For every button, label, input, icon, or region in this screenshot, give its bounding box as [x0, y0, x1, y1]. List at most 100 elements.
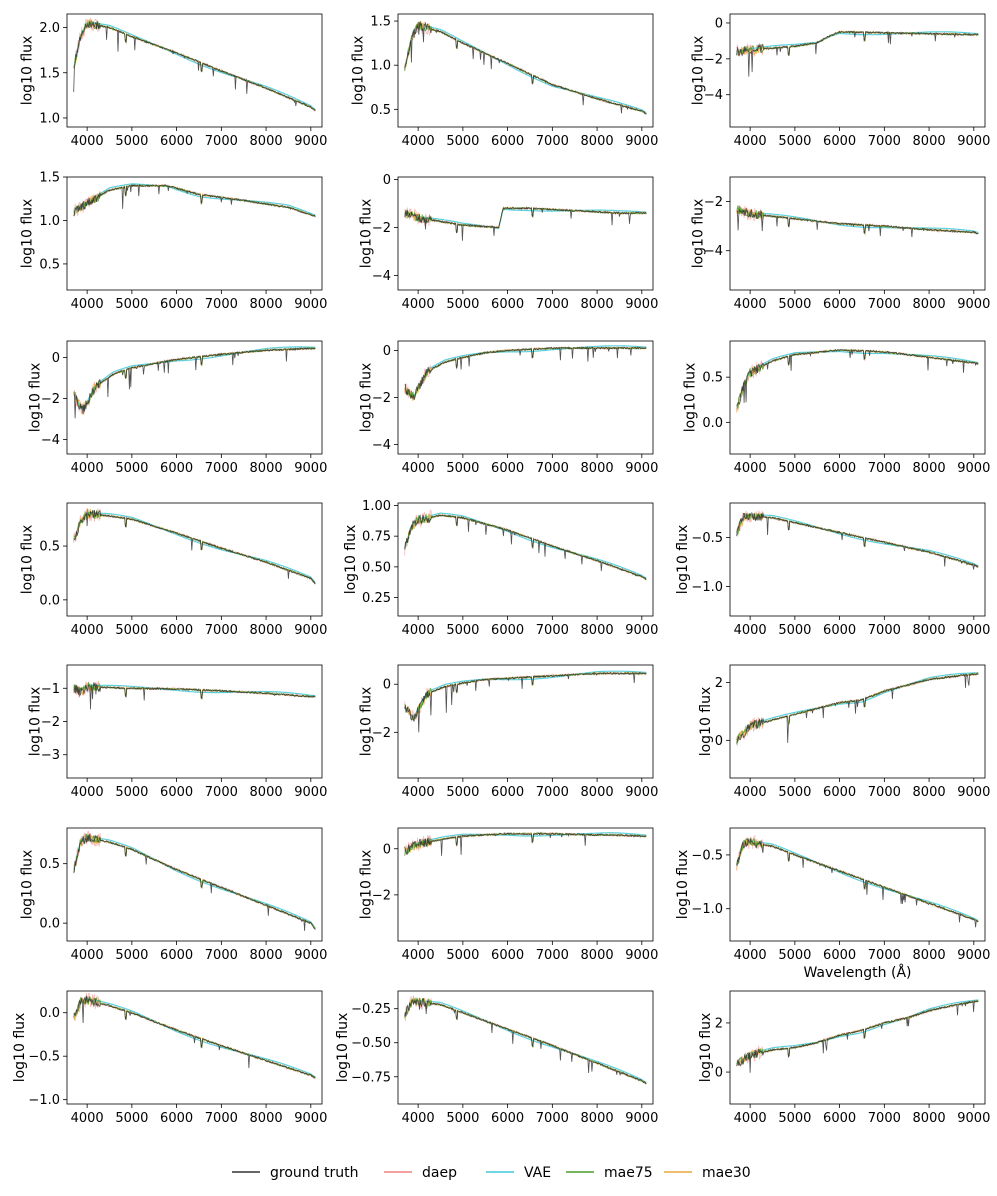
plot-area [736, 671, 979, 746]
y-tick-label: 0.0 [39, 1006, 60, 1021]
x-tick-label: 8000 [250, 297, 283, 312]
y-tick-label: 0.5 [39, 857, 60, 872]
series-VAE [404, 670, 647, 718]
series-mae30 [404, 513, 647, 580]
y-axis-label: log10 flux [20, 199, 36, 269]
series-ground-truth [736, 208, 979, 238]
y-tick-label: 1.00 [362, 499, 391, 514]
series-mae30 [736, 205, 979, 234]
x-tick-label: 4000 [734, 623, 767, 638]
x-tick-label: 8000 [250, 785, 283, 800]
x-tick-label: 5000 [446, 623, 479, 638]
x-tick-label: 8000 [913, 297, 946, 312]
x-tick-label: 6000 [491, 623, 524, 638]
x-tick-label: 5000 [115, 297, 148, 312]
y-tick-label: 0 [715, 1066, 723, 1081]
x-tick-label: 8000 [250, 623, 283, 638]
x-tick-label: 5000 [446, 134, 479, 149]
x-tick-label: 7000 [868, 297, 901, 312]
series-ground-truth [73, 183, 316, 218]
x-tick-label: 6000 [823, 1111, 856, 1126]
y-tick-label: −2 [372, 888, 391, 903]
y-tick-label: −1.0 [28, 1093, 60, 1108]
y-tick-label: −0.50 [351, 1036, 391, 1051]
x-tick-label: 7000 [205, 134, 238, 149]
subplot-19: 4000 5000 6000 7000 8000 9000 −1.0 −0.5 0.0 log10… [12, 990, 327, 1126]
y-tick-label: 2 [715, 1016, 723, 1031]
x-tick-label: 9000 [957, 1111, 990, 1126]
x-tick-label: 9000 [625, 461, 658, 476]
series-mae30 [736, 512, 979, 567]
y-tick-label: −0.5 [691, 848, 723, 863]
x-tick-label: 8000 [250, 1111, 283, 1126]
series-mae30 [73, 833, 316, 929]
x-tick-label: 8000 [581, 461, 614, 476]
y-tick-label: 2 [715, 676, 723, 691]
x-tick-label: 4000 [734, 948, 767, 963]
x-tick-label: 6000 [160, 1111, 193, 1126]
y-tick-label: 0.0 [702, 416, 723, 431]
series-VAE [736, 31, 979, 53]
series-mae75 [736, 672, 979, 745]
y-tick-label: −0.25 [351, 1002, 391, 1017]
axes-frame [397, 176, 654, 291]
series-ground-truth [404, 998, 647, 1085]
axes-frame [66, 664, 323, 779]
x-tick-label: 9000 [625, 623, 658, 638]
y-tick-label: 0 [383, 842, 391, 857]
x-tick-label: 6000 [491, 948, 524, 963]
x-tick-label: 6000 [823, 623, 856, 638]
x-tick-label: 6000 [823, 461, 856, 476]
axes-frame [397, 990, 654, 1105]
series-ground-truth [404, 20, 647, 115]
x-tick-label: 9000 [625, 134, 658, 149]
y-tick-label: 0.5 [370, 103, 391, 118]
x-tick-label: 4000 [402, 1111, 435, 1126]
x-tick-label: 8000 [250, 134, 283, 149]
series-VAE [73, 21, 316, 111]
x-tick-label: 7000 [536, 461, 569, 476]
legend-label: ground truth [270, 1165, 358, 1181]
plot-area [404, 345, 647, 402]
y-tick-label: 0.25 [362, 591, 391, 606]
series-daep [404, 995, 647, 1084]
axes-frame [729, 340, 986, 455]
subplot-7: 4000 5000 6000 7000 8000 9000 −4 −2 0 log10 flux [27, 340, 327, 476]
plot-area [404, 831, 647, 857]
x-tick-label: 9000 [294, 948, 327, 963]
x-tick-label: 4000 [71, 948, 104, 963]
series-ground-truth [736, 512, 979, 570]
axes-frame [729, 827, 986, 942]
x-tick-label: 6000 [823, 297, 856, 312]
y-tick-label: −2 [41, 715, 60, 730]
y-axis-label: log10 flux [358, 199, 374, 269]
x-tick-label: 9000 [294, 461, 327, 476]
x-tick-label: 9000 [294, 297, 327, 312]
axes-frame [729, 502, 986, 617]
x-tick-label: 4000 [71, 461, 104, 476]
x-tick-label: 4000 [71, 1111, 104, 1126]
axes-frame [397, 502, 654, 617]
x-tick-label: 9000 [625, 1111, 658, 1126]
series-daep [73, 183, 316, 218]
x-tick-label: 7000 [536, 297, 569, 312]
x-tick-label: 8000 [581, 1111, 614, 1126]
y-axis-label: log10 flux [675, 525, 691, 595]
series-ground-truth [73, 347, 316, 419]
y-tick-label: −2 [372, 391, 391, 406]
series-ground-truth [404, 671, 647, 733]
series-ground-truth [736, 30, 979, 77]
x-tick-label: 5000 [115, 461, 148, 476]
x-tick-label: 9000 [294, 1111, 327, 1126]
y-axis-label: log10 flux [335, 1013, 351, 1083]
series-mae30 [73, 508, 316, 585]
plot-area [404, 509, 647, 581]
y-tick-label: −4 [41, 433, 60, 448]
series-mae75 [73, 509, 316, 585]
y-axis-label: log10 flux [20, 36, 36, 106]
series-mae75 [73, 682, 316, 700]
